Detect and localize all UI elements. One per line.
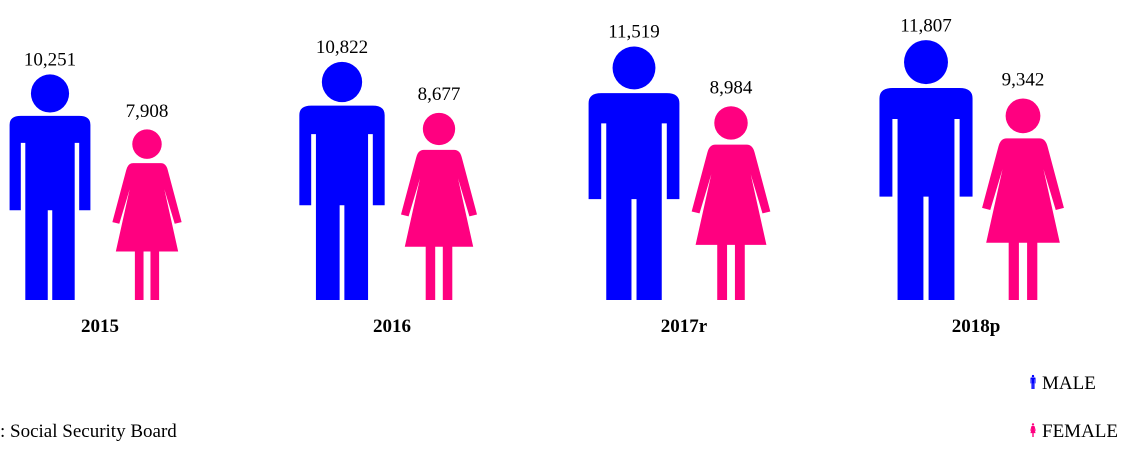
male-figure: [879, 40, 972, 300]
value-label: 11,807: [900, 15, 952, 36]
female-figure: [692, 106, 771, 300]
value-label: 10,251: [24, 50, 76, 71]
female-figure: [112, 129, 181, 300]
female-figure: [982, 98, 1064, 300]
category-label: 2018p: [952, 316, 1001, 337]
legend-label: MALE: [1042, 373, 1096, 394]
figure-head: [322, 62, 362, 102]
male-figure: [1030, 375, 1035, 389]
female-figure: [401, 113, 477, 300]
figure-head: [714, 106, 747, 139]
figure-body: [589, 93, 680, 300]
source-note: : Social Security Board: [0, 421, 177, 442]
figure-head: [1032, 375, 1034, 377]
value-label: 10,822: [316, 37, 368, 58]
male-figure: [589, 46, 680, 300]
figure-body: [1030, 378, 1035, 389]
category-label: 2015: [81, 316, 119, 337]
figure-head: [423, 113, 455, 145]
chart: : Social Security Board 2015 10,251 7,908 2…: [0, 0, 1130, 444]
value-label: 9,342: [1002, 69, 1045, 90]
category-label: 2016: [373, 316, 411, 337]
value-label: 11,519: [608, 22, 660, 43]
page: {"chart_data": {"type": "pictograph", "c…: [0, 0, 1130, 449]
figure-body: [879, 88, 972, 300]
figure-body: [982, 138, 1064, 300]
value-label: 8,677: [418, 84, 461, 105]
category-label: 2017r: [661, 316, 708, 337]
figure-head: [132, 129, 161, 158]
figure-body: [692, 145, 771, 300]
figure-head: [1006, 98, 1041, 133]
male-figure: [10, 74, 91, 300]
figure-body: [1030, 426, 1036, 437]
legend-label: FEMALE: [1042, 421, 1118, 442]
male-figure: [299, 62, 384, 300]
value-label: 7,908: [126, 101, 169, 122]
figure-head: [1032, 423, 1034, 425]
value-label: 8,984: [710, 77, 753, 98]
figure-body: [10, 116, 91, 300]
figure-body: [401, 150, 477, 300]
figure-head: [613, 46, 656, 89]
figure-head: [31, 74, 69, 112]
figure-body: [112, 163, 181, 300]
female-figure: [1030, 423, 1036, 437]
figure-body: [299, 106, 384, 300]
figure-head: [904, 40, 948, 84]
